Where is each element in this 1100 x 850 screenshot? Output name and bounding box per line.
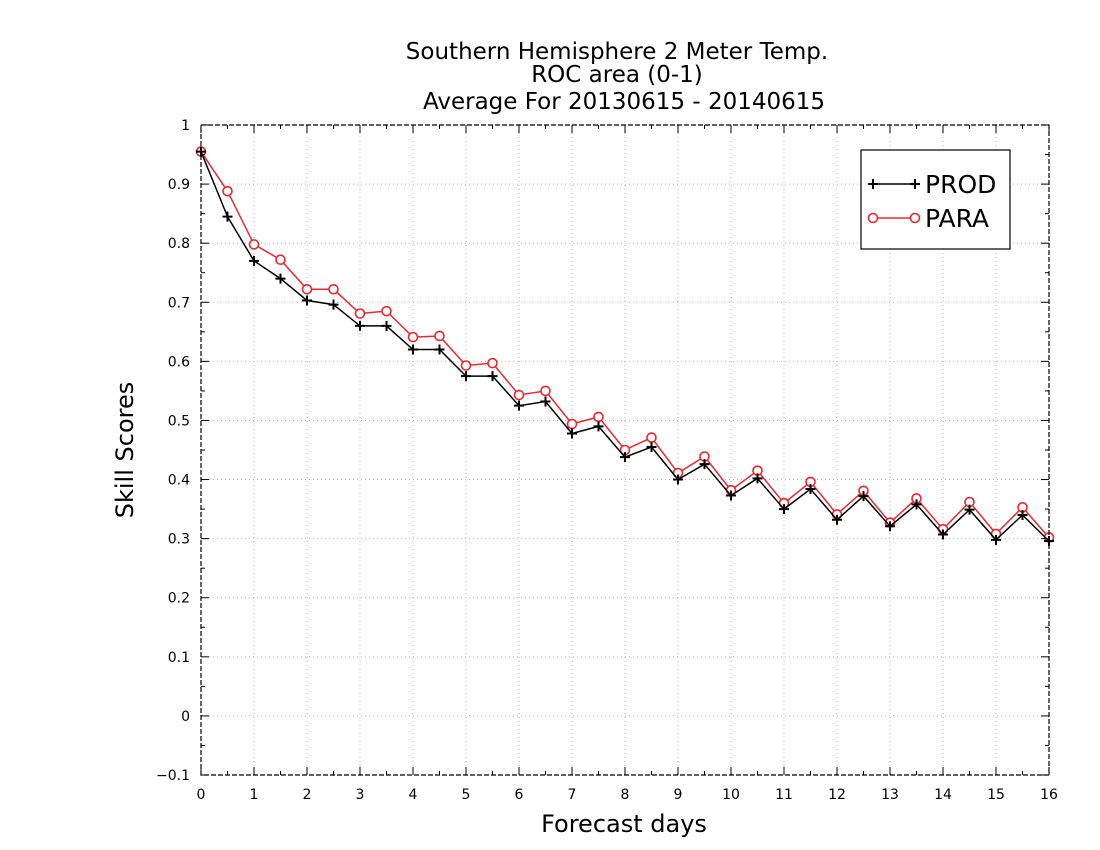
legend-marker-para <box>867 212 879 224</box>
y-tick-label: 0.7 <box>168 295 190 311</box>
data-point-prod <box>991 534 1001 545</box>
data-point-para <box>434 330 445 342</box>
data-point-para <box>566 418 578 430</box>
data-point-para <box>275 254 286 266</box>
data-point-prod <box>461 371 471 382</box>
data-point-prod <box>487 371 498 382</box>
legend-marker-prod <box>910 179 920 189</box>
data-point-prod <box>593 421 604 432</box>
data-point-prod <box>885 521 895 532</box>
data-point-para <box>646 432 657 443</box>
x-tick-label: 5 <box>462 787 471 803</box>
data-point-prod <box>302 295 312 306</box>
data-point-prod <box>540 396 551 407</box>
x-axis-ticks: 0 1 2 3 4 5 6 7 8 9 10 11 12 13 14 15 16 <box>197 125 1058 803</box>
x-tick-label: 0 <box>197 787 206 803</box>
data-point-para <box>407 331 419 343</box>
legend-item-para: PARA <box>867 204 989 233</box>
data-point-para <box>222 185 233 197</box>
data-point-prod <box>752 473 763 484</box>
data-point-prod <box>858 491 869 502</box>
data-point-prod <box>355 320 365 331</box>
chart-title: Southern Hemisphere 2 Meter Temp. ROC ar… <box>406 39 828 115</box>
data-point-para <box>301 283 313 295</box>
data-point-para <box>460 360 472 371</box>
x-tick-label: 11 <box>775 787 793 803</box>
data-point-prod <box>1017 510 1028 520</box>
data-point-prod <box>964 504 975 515</box>
y-tick-label: 0.8 <box>168 236 190 252</box>
y-tick-label: 0.5 <box>168 413 190 429</box>
data-point-prod <box>726 490 736 501</box>
x-tick-label: 13 <box>881 787 899 803</box>
data-point-prod <box>938 529 948 540</box>
x-tick-label: 3 <box>356 787 365 803</box>
title-line-1: Southern Hemisphere 2 Meter Temp. <box>406 39 828 65</box>
y-tick-label: 0.4 <box>168 473 190 489</box>
data-point-para <box>593 411 604 423</box>
y-tick-label: −0.1 <box>156 768 190 784</box>
data-point-prod <box>434 344 445 355</box>
x-tick-label: 4 <box>409 787 418 803</box>
data-point-para <box>540 385 551 397</box>
data-point-prod <box>275 273 286 284</box>
data-point-prod <box>699 459 710 470</box>
data-point-prod <box>911 499 922 510</box>
y-tick-label: 0.9 <box>168 177 190 193</box>
data-point-prod <box>832 514 842 525</box>
data-point-para <box>487 357 498 369</box>
title-line-2: ROC area (0-1) <box>531 62 703 88</box>
legend-label-para: PARA <box>925 204 989 233</box>
y-axis-label: Skill Scores <box>111 382 139 519</box>
y-tick-label: 1 <box>181 118 190 134</box>
x-tick-label: 2 <box>303 787 312 803</box>
legend-marker-para <box>909 212 921 224</box>
data-point-prod <box>673 474 683 485</box>
data-point-prod <box>567 428 577 439</box>
legend-item-prod: PROD <box>868 170 996 199</box>
data-point-prod <box>381 320 392 331</box>
x-tick-label: 6 <box>515 787 524 803</box>
x-tick-label: 16 <box>1040 787 1058 803</box>
y-tick-label: 0.6 <box>168 354 190 370</box>
x-tick-label: 14 <box>934 787 952 803</box>
data-point-prod <box>779 504 789 515</box>
data-point-prod <box>620 452 630 463</box>
data-point-prod <box>514 400 524 411</box>
x-tick-label: 8 <box>621 787 630 803</box>
data-point-prod <box>646 442 657 453</box>
data-point-prod <box>805 484 816 494</box>
x-tick-label: 12 <box>828 787 846 803</box>
data-point-prod <box>249 255 259 266</box>
data-point-para <box>248 239 260 250</box>
data-point-prod <box>328 299 339 310</box>
data-point-prod <box>408 344 418 355</box>
x-tick-label: 10 <box>722 787 740 803</box>
y-tick-label: 0.2 <box>168 591 190 607</box>
data-point-para <box>513 389 525 401</box>
y-tick-label: 0.1 <box>168 650 190 666</box>
x-tick-label: 15 <box>987 787 1005 803</box>
x-tick-label: 9 <box>674 787 683 803</box>
y-axis-ticks: −0.1 0 0.1 0.2 0.3 0.4 0.5 0.6 0.7 0.8 0.9 1 <box>156 118 1049 784</box>
data-point-prod <box>222 211 233 222</box>
legend-marker-prod <box>868 179 878 189</box>
data-point-para <box>381 305 392 317</box>
x-tick-label: 1 <box>250 787 259 803</box>
legend-label-prod: PROD <box>925 170 996 199</box>
data-point-para <box>354 308 366 319</box>
legend-box <box>860 149 1011 250</box>
x-tick-label: 7 <box>568 787 577 803</box>
data-point-para <box>328 283 339 295</box>
y-tick-label: 0.3 <box>168 532 190 548</box>
y-tick-label: 0 <box>181 709 190 725</box>
x-axis-label: Forecast days <box>541 810 707 838</box>
legend: PROD PARA <box>860 149 1011 250</box>
title-line-3: Average For 20130615 - 20140615 <box>423 89 825 115</box>
